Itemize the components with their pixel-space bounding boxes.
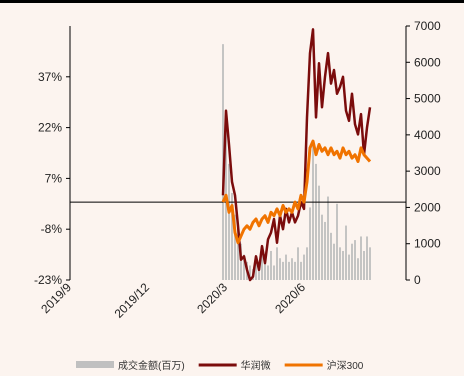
- y-right-tick-label: 7000: [414, 19, 441, 33]
- volume-bar: [342, 250, 344, 280]
- y-right-tick-label: 0: [414, 273, 421, 287]
- y-left-tick-label: -23%: [34, 273, 62, 287]
- volume-bar: [249, 265, 251, 280]
- legend-label: 华润微: [241, 359, 271, 372]
- volume-bar: [291, 258, 293, 280]
- volume-bar: [279, 258, 281, 280]
- volume-bar: [330, 232, 332, 280]
- y-right-tick-label: 6000: [414, 55, 441, 69]
- volume-bar: [318, 185, 320, 280]
- series-line: [221, 28, 372, 282]
- volume-bar: [282, 261, 284, 280]
- volume-bar: [354, 240, 356, 280]
- volume-bar: [270, 250, 272, 280]
- volume-bar: [240, 243, 242, 280]
- y-left-tick-label: 22%: [38, 121, 62, 135]
- volume-bar: [369, 247, 371, 280]
- volume-bar: [234, 214, 236, 280]
- volume-bar: [264, 258, 266, 280]
- legend-label: 沪深300: [327, 359, 364, 372]
- volume-bar: [348, 254, 350, 280]
- volume-bar: [309, 207, 311, 280]
- y-left-tick-label: 37%: [38, 70, 62, 84]
- y-left-tick-label: -8%: [41, 222, 63, 236]
- legend-label: 成交金额(百万): [118, 359, 185, 372]
- volume-bar: [327, 196, 329, 280]
- volume-bar: [303, 254, 305, 280]
- volume-bar: [363, 250, 365, 280]
- series-line: [221, 139, 372, 245]
- x-tick-label: 2019/12: [112, 280, 153, 321]
- volume-bar: [306, 247, 308, 280]
- y-right-tick-label: 1000: [414, 237, 441, 251]
- legend-swatch: [76, 361, 114, 368]
- y-right-tick-label: 4000: [414, 128, 441, 142]
- y-right-tick-label: 5000: [414, 92, 441, 106]
- y-right-tick-label: 2000: [414, 200, 441, 214]
- volume-bar: [261, 254, 263, 280]
- volume-bar: [345, 225, 347, 280]
- x-tick-label: 2020/6: [272, 280, 308, 316]
- volume-bar: [333, 243, 335, 280]
- y-left-tick-label: 7%: [45, 171, 63, 185]
- top-rule: [0, 0, 464, 3]
- volume-bar: [267, 265, 269, 280]
- volume-bar: [237, 225, 239, 280]
- x-tick-label: 2020/3: [194, 280, 230, 316]
- volume-bar: [336, 203, 338, 280]
- volume-bar: [360, 236, 362, 280]
- volume-bar: [288, 261, 290, 280]
- volume-bar: [285, 254, 287, 280]
- volume-bar: [312, 142, 314, 280]
- volume-bar: [366, 236, 368, 280]
- volume-bar: [243, 254, 245, 280]
- volume-bar: [351, 243, 353, 280]
- volume-bar: [339, 247, 341, 280]
- volume-bar: [258, 269, 260, 280]
- volume-bar: [255, 258, 257, 280]
- volume-bar: [300, 261, 302, 280]
- volume-bar: [357, 258, 359, 280]
- volume-bar: [324, 221, 326, 280]
- volume-bar: [321, 214, 323, 280]
- volume-bar: [294, 261, 296, 280]
- volume-bar: [315, 163, 317, 280]
- volume-bar: [228, 163, 230, 280]
- volume-bar: [273, 265, 275, 280]
- volume-bar: [276, 247, 278, 280]
- volume-bar: [297, 247, 299, 280]
- volume-bar: [231, 192, 233, 280]
- y-right-tick-label: 3000: [414, 164, 441, 178]
